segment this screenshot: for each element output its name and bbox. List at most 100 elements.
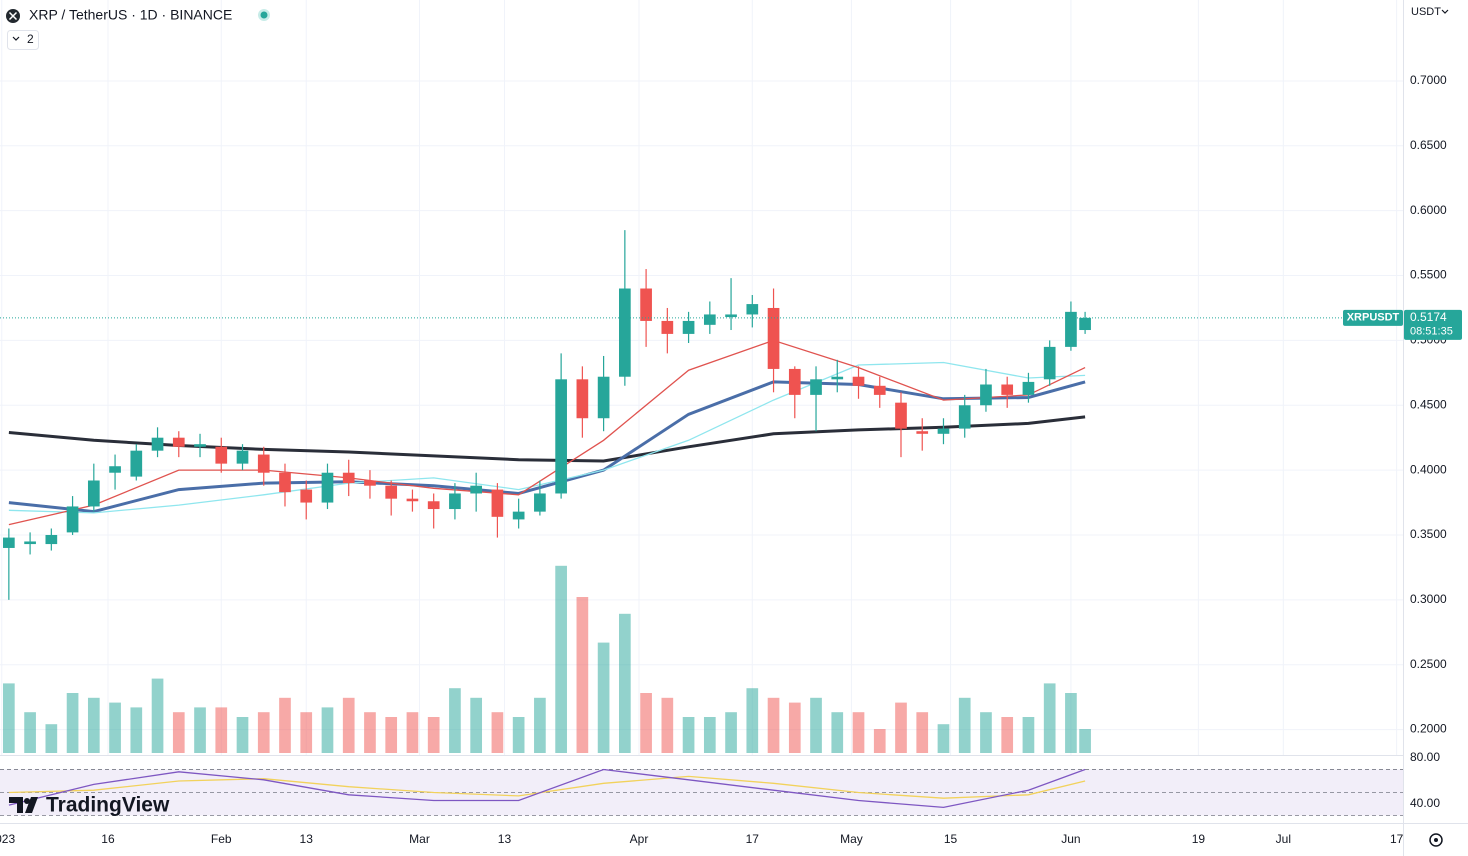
candle-body	[66, 506, 79, 533]
currency[interactable]: USDT	[1411, 6, 1441, 18]
candle-body	[725, 314, 737, 318]
y-tick-label: 0.6000	[1410, 203, 1447, 217]
y-tick-label: 0.7000	[1410, 73, 1447, 87]
candle-body	[342, 472, 355, 484]
candle-body	[895, 402, 907, 429]
y-tick-label: 0.6500	[1410, 138, 1447, 152]
indicators-toggle[interactable]	[7, 30, 39, 50]
candle-body	[1022, 381, 1035, 395]
logo-text: TradingView	[46, 794, 170, 817]
candle-body	[279, 472, 291, 493]
candle-body	[1065, 311, 1077, 347]
y-tick-label: 0.5500	[1410, 268, 1447, 282]
market-status-dot	[260, 11, 268, 19]
volume-bar	[597, 642, 610, 753]
candle-body	[364, 480, 376, 486]
settings-button[interactable]	[1429, 833, 1443, 847]
volume-bar	[788, 702, 801, 753]
indicator-count: 2	[27, 32, 34, 46]
rsi-tick-label: 40.00	[1410, 796, 1440, 810]
x-tick-label: Jul	[1276, 832, 1291, 846]
volume-bar	[1065, 693, 1077, 753]
volume-bar	[725, 712, 737, 753]
candle-body	[661, 320, 674, 334]
candle-body	[788, 368, 801, 395]
volume-bar	[342, 697, 355, 753]
volume-bar	[873, 729, 886, 753]
x-tick-label: Jun	[1061, 832, 1080, 846]
candle-body	[45, 534, 58, 545]
indicator-line	[8, 775, 1086, 799]
candle-body	[1001, 384, 1014, 395]
volume-bar	[406, 712, 419, 753]
candle-body	[321, 472, 334, 503]
candle-body	[300, 489, 313, 503]
y-tick-label: 0.3500	[1410, 527, 1447, 541]
volume-bar	[534, 697, 546, 753]
candle-body	[746, 304, 759, 315]
candle-body	[449, 493, 461, 510]
indicator-line	[8, 380, 1086, 514]
volume-bar	[767, 697, 780, 753]
volume-bar	[1079, 729, 1091, 753]
x-tick-label: 2023	[0, 832, 15, 846]
volume-bar	[194, 707, 206, 753]
symbol-icon-mark	[8, 11, 18, 21]
volume-bar	[109, 702, 121, 753]
x-tick-label: 19	[1192, 832, 1206, 846]
countdown-label: 08:51:35	[1410, 326, 1453, 338]
volume-bar	[215, 707, 228, 753]
y-tick-label: 0.2000	[1410, 722, 1447, 736]
candle-body	[534, 493, 546, 512]
volume-bar	[236, 717, 249, 753]
volume-bar	[427, 717, 440, 753]
candle-body	[576, 379, 589, 419]
x-tick-label: 13	[300, 832, 314, 846]
logo-mark-slash	[25, 797, 38, 813]
candle-body	[852, 376, 865, 386]
x-tick-label: 16	[101, 832, 115, 846]
volume-bar	[746, 688, 759, 753]
candle-body	[109, 466, 121, 473]
x-tick-label: Apr	[630, 832, 649, 846]
volume-bar	[619, 613, 631, 753]
candle-body	[555, 379, 567, 494]
volume-bar	[87, 697, 100, 753]
volume-bar	[980, 712, 992, 753]
volume-bar	[45, 724, 58, 753]
volume-bar	[279, 697, 291, 753]
x-tick-label: Mar	[409, 832, 430, 846]
candle-body	[427, 501, 440, 510]
candle-body	[385, 485, 398, 499]
indicator-line	[8, 768, 1086, 809]
y-tick-label: 0.4000	[1410, 462, 1447, 476]
currency-chevron	[1441, 9, 1449, 14]
settings-icon-center	[1434, 838, 1438, 842]
volume-bar	[257, 712, 270, 753]
volume-bar	[916, 712, 929, 753]
rsi-tick-label: 80.00	[1410, 750, 1440, 764]
y-tick-label: 0.3000	[1410, 592, 1447, 606]
candle-body	[406, 498, 419, 502]
volume-bar	[661, 697, 674, 753]
volume-bar	[576, 597, 589, 753]
volume-bar	[24, 712, 36, 753]
candle-body	[491, 489, 504, 517]
volume-bar	[958, 697, 971, 753]
candle-body	[3, 537, 15, 548]
volume-bar	[300, 712, 313, 753]
candle-body	[87, 480, 100, 507]
volume-bar	[385, 717, 398, 753]
candle-body	[937, 428, 950, 434]
candle-body	[682, 320, 695, 334]
price-tag-label: 0.5174	[1410, 310, 1447, 324]
candle-body	[1043, 346, 1056, 380]
volume-bar	[1043, 683, 1056, 753]
candle-body	[130, 450, 143, 477]
candle-body	[619, 288, 631, 377]
candle-body	[810, 379, 822, 395]
indicator-line	[8, 415, 1086, 463]
candle-body	[1079, 317, 1091, 331]
